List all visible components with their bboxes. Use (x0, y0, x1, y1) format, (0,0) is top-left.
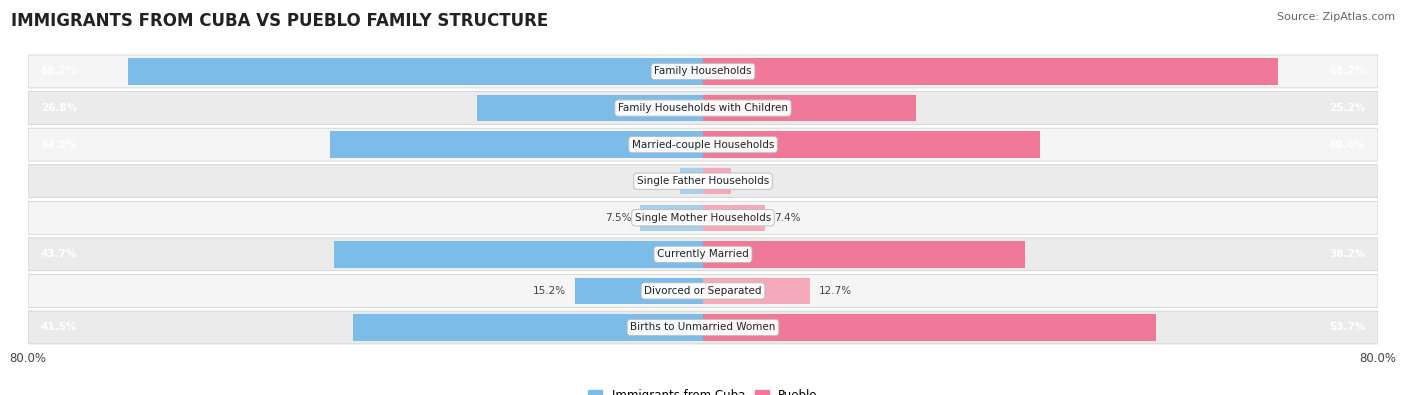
Text: 7.4%: 7.4% (773, 213, 800, 223)
Text: IMMIGRANTS FROM CUBA VS PUEBLO FAMILY STRUCTURE: IMMIGRANTS FROM CUBA VS PUEBLO FAMILY ST… (11, 12, 548, 30)
Bar (703, 58, 1278, 85)
Text: 15.2%: 15.2% (533, 286, 567, 296)
FancyBboxPatch shape (28, 92, 1378, 124)
Bar (335, 241, 703, 267)
FancyBboxPatch shape (28, 275, 1378, 307)
Text: 41.5%: 41.5% (41, 322, 77, 333)
FancyBboxPatch shape (28, 128, 1378, 161)
Text: Divorced or Separated: Divorced or Separated (644, 286, 762, 296)
Text: 68.2%: 68.2% (41, 66, 77, 77)
Text: 12.7%: 12.7% (818, 286, 852, 296)
FancyBboxPatch shape (28, 238, 1378, 271)
Bar (353, 314, 703, 340)
Text: 3.3%: 3.3% (740, 176, 766, 186)
Text: Family Households with Children: Family Households with Children (619, 103, 787, 113)
Text: 2.7%: 2.7% (645, 176, 672, 186)
Bar (330, 132, 703, 158)
Text: Currently Married: Currently Married (657, 249, 749, 260)
Text: Single Mother Households: Single Mother Households (636, 213, 770, 223)
Bar (128, 58, 703, 85)
Bar (681, 168, 703, 194)
Bar (703, 168, 731, 194)
Text: Family Households: Family Households (654, 66, 752, 77)
Bar (640, 205, 703, 231)
Text: 53.7%: 53.7% (1329, 322, 1365, 333)
Text: 26.8%: 26.8% (41, 103, 77, 113)
Text: 43.7%: 43.7% (41, 249, 77, 260)
Bar (703, 314, 1156, 340)
Text: Source: ZipAtlas.com: Source: ZipAtlas.com (1277, 12, 1395, 22)
Legend: Immigrants from Cuba, Pueblo: Immigrants from Cuba, Pueblo (583, 384, 823, 395)
Bar (703, 95, 915, 121)
Bar (703, 241, 1025, 267)
Bar (477, 95, 703, 121)
Text: Married-couple Households: Married-couple Households (631, 139, 775, 150)
Bar (703, 278, 810, 304)
Text: 44.2%: 44.2% (41, 139, 77, 150)
FancyBboxPatch shape (28, 165, 1378, 198)
Text: 38.2%: 38.2% (1329, 249, 1365, 260)
Bar (575, 278, 703, 304)
Text: 25.2%: 25.2% (1329, 103, 1365, 113)
Text: 68.2%: 68.2% (1329, 66, 1365, 77)
Text: 40.0%: 40.0% (1329, 139, 1365, 150)
FancyBboxPatch shape (28, 201, 1378, 234)
FancyBboxPatch shape (28, 311, 1378, 344)
FancyBboxPatch shape (28, 55, 1378, 88)
Text: Single Father Households: Single Father Households (637, 176, 769, 186)
Text: 7.5%: 7.5% (605, 213, 631, 223)
Bar (703, 205, 765, 231)
Bar (703, 132, 1040, 158)
Text: Births to Unmarried Women: Births to Unmarried Women (630, 322, 776, 333)
